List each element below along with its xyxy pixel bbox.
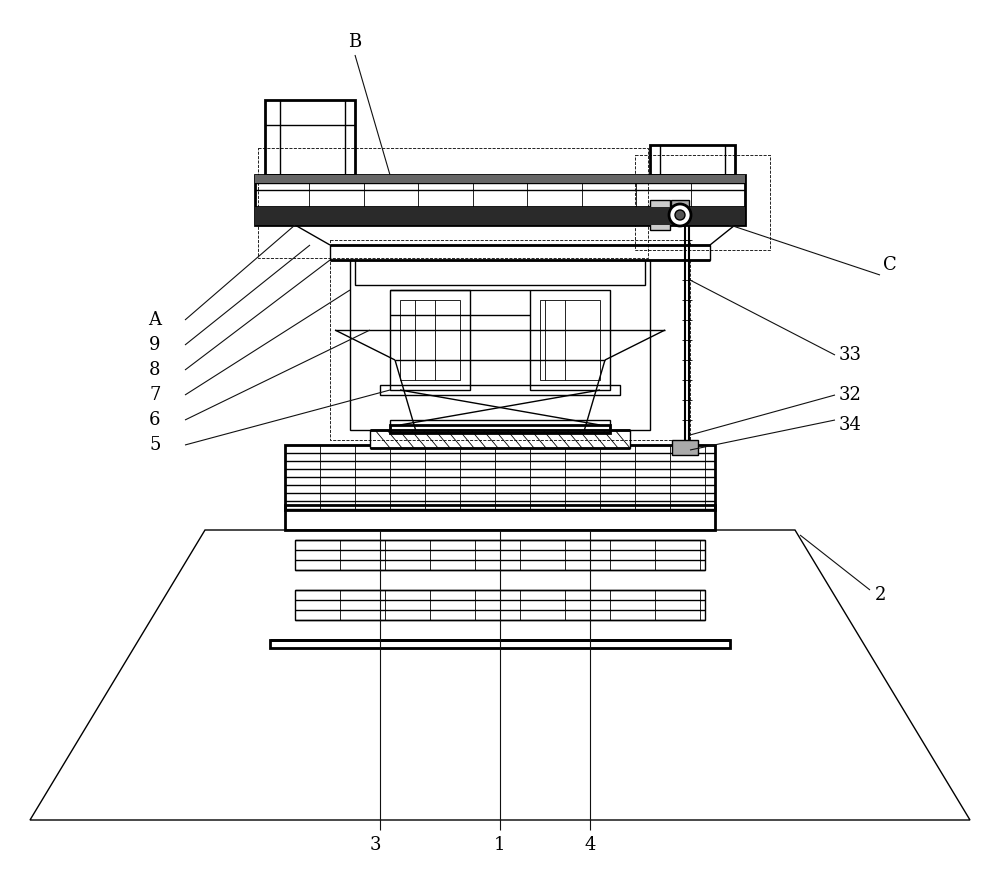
Bar <box>390 425 610 433</box>
Text: B: B <box>348 33 362 51</box>
Bar <box>330 245 710 260</box>
Text: 2: 2 <box>874 586 886 604</box>
Bar <box>255 175 745 183</box>
Bar <box>355 260 645 285</box>
Bar <box>671 200 689 212</box>
Bar <box>258 148 648 258</box>
Bar <box>350 255 650 430</box>
Bar <box>530 290 610 390</box>
Text: C: C <box>883 256 897 274</box>
Bar <box>650 145 735 175</box>
Bar <box>650 200 670 230</box>
Bar <box>255 207 745 225</box>
Text: 34: 34 <box>839 416 861 434</box>
Bar <box>255 175 745 225</box>
Bar <box>295 540 705 570</box>
Text: 32: 32 <box>839 386 861 404</box>
Text: 33: 33 <box>838 346 862 364</box>
Text: 5: 5 <box>149 436 161 454</box>
Bar <box>265 100 355 175</box>
Bar <box>285 445 715 510</box>
Text: 6: 6 <box>149 411 161 429</box>
Bar <box>672 440 698 455</box>
Bar <box>635 155 770 250</box>
Circle shape <box>675 210 685 220</box>
Text: 8: 8 <box>149 361 161 379</box>
Bar <box>285 505 715 530</box>
Bar <box>540 300 600 380</box>
Bar <box>390 420 610 432</box>
Bar <box>330 240 690 440</box>
Bar <box>295 590 705 620</box>
Text: 7: 7 <box>149 386 161 404</box>
Text: 4: 4 <box>584 836 596 854</box>
Bar <box>270 640 730 648</box>
Bar <box>400 300 460 380</box>
Text: A: A <box>148 311 162 329</box>
Text: 3: 3 <box>369 836 381 854</box>
Bar <box>370 430 630 448</box>
Bar <box>380 385 620 395</box>
Text: 9: 9 <box>149 336 161 354</box>
Text: 1: 1 <box>494 836 506 854</box>
Circle shape <box>669 204 691 226</box>
Bar <box>390 290 470 390</box>
